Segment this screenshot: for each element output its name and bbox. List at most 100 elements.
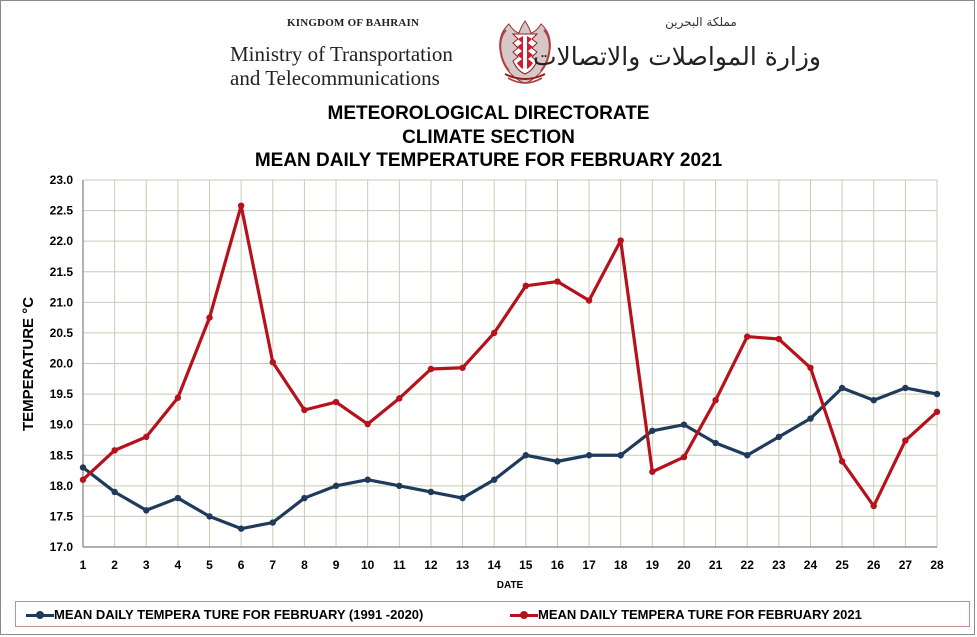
- x-tick-label: 24: [804, 558, 818, 572]
- data-point-2021: [206, 314, 213, 321]
- data-point-normal: [744, 452, 751, 459]
- data-point-normal: [712, 439, 719, 447]
- y-tick-label: 22.5: [50, 204, 74, 218]
- ministry-name: Ministry of Transportation and Telecommu…: [230, 42, 453, 90]
- legend-item-normal: MEAN DAILY TEMPERA TURE FOR FEBRUARY (19…: [26, 606, 424, 624]
- y-tick-label: 19.0: [50, 418, 74, 432]
- data-point-normal: [174, 494, 182, 502]
- x-tick-label: 2: [111, 558, 118, 572]
- data-point-2021: [174, 394, 182, 401]
- y-axis-title: TEMPERATURE °C: [20, 297, 37, 431]
- chart-title: MEAN DAILY TEMPERATURE FOR FEBRUARY 2021: [254, 150, 723, 171]
- legend-label-2021: MEAN DAILY TEMPERA TURE FOR FEBRUARY 202…: [538, 607, 862, 622]
- data-point-2021: [143, 433, 150, 441]
- chart-series-layer: [79, 202, 941, 532]
- x-tick-label: 1: [80, 558, 87, 572]
- legend-label-normal: MEAN DAILY TEMPERA TURE FOR FEBRUARY (19…: [54, 607, 424, 622]
- x-tick-label: 8: [301, 558, 308, 572]
- x-tick-label: 4: [175, 558, 182, 572]
- x-tick-label: 27: [899, 558, 913, 572]
- x-tick-label: 6: [238, 558, 245, 572]
- x-tick-label: 3: [143, 558, 150, 572]
- y-tick-label: 21.5: [50, 265, 74, 279]
- data-point-2021: [111, 447, 118, 454]
- legend-swatch-2021: [510, 611, 538, 619]
- x-tick-label: 5: [206, 558, 213, 572]
- x-tick-label: 12: [424, 558, 438, 572]
- data-point-normal: [490, 476, 498, 483]
- data-point-2021: [269, 359, 276, 366]
- x-tick-label: 16: [551, 558, 565, 572]
- data-point-normal: [396, 482, 403, 490]
- data-point-normal: [680, 421, 688, 428]
- data-point-normal: [206, 513, 213, 520]
- data-point-normal: [427, 488, 435, 496]
- x-tick-label: 28: [930, 558, 944, 572]
- section-title: CLIMATE SECTION: [402, 126, 575, 148]
- x-tick-label: 25: [835, 558, 849, 572]
- y-tick-label: 18.0: [50, 479, 74, 493]
- ministry-header: KINGDOM OF BAHRAIN Ministry of Transport…: [1, 1, 976, 97]
- data-point-2021: [332, 398, 340, 406]
- chart-grid: [82, 179, 938, 548]
- data-point-2021: [838, 458, 846, 465]
- series-line-2021: [81, 204, 939, 508]
- y-tick-label: 17.5: [50, 509, 74, 523]
- data-point-2021: [712, 397, 719, 404]
- data-point-2021: [680, 453, 688, 461]
- data-point-2021: [364, 420, 371, 428]
- data-point-normal: [902, 384, 909, 392]
- y-tick-label: 23.0: [50, 173, 74, 187]
- data-point-normal: [332, 482, 340, 490]
- data-point-normal: [237, 525, 245, 532]
- x-tick-label: 13: [456, 558, 470, 572]
- data-point-normal: [933, 390, 941, 398]
- data-point-2021: [490, 329, 498, 337]
- y-tick-label: 17.0: [50, 540, 74, 554]
- y-tick-label: 21.0: [50, 295, 74, 309]
- data-point-normal: [301, 494, 308, 502]
- data-point-normal: [554, 458, 561, 465]
- arabic-ministry-name: وزارة المواصلات والاتصالات: [532, 42, 821, 71]
- data-point-2021: [459, 364, 466, 371]
- data-point-normal: [364, 476, 371, 483]
- ministry-line-1: Ministry of Transportation: [230, 42, 453, 66]
- x-tick-label: 18: [614, 558, 628, 572]
- data-point-2021: [522, 282, 530, 290]
- arabic-kingdom-label: مملكة البحرين: [665, 15, 737, 29]
- y-tick-label: 18.5: [50, 448, 74, 462]
- directorate-title: METEOROLOGICAL DIRECTORATE: [327, 103, 650, 124]
- data-point-normal: [649, 427, 656, 434]
- x-tick-label: 9: [333, 558, 340, 572]
- data-point-2021: [427, 365, 435, 373]
- chart-axes: 17.0 17.5 18.0 18.5 19.0 19.5 20.0 20.5 21.0 21.5…: [50, 173, 944, 572]
- data-point-normal: [870, 397, 877, 404]
- x-tick-label: 19: [646, 558, 660, 572]
- x-tick-label: 26: [867, 558, 881, 572]
- data-point-2021: [902, 437, 909, 444]
- x-tick-label: 23: [772, 558, 786, 572]
- x-tick-label: 11: [393, 558, 406, 572]
- data-point-2021: [933, 408, 941, 416]
- series-line-normal: [81, 386, 939, 531]
- x-tick-label: 17: [582, 558, 596, 572]
- legend-item-2021: MEAN DAILY TEMPERA TURE FOR FEBRUARY 202…: [510, 606, 862, 624]
- data-point-2021: [554, 278, 561, 285]
- chart-title-block: METEOROLOGICAL DIRECTORATE CLIMATE SECTI…: [1, 102, 976, 173]
- data-point-2021: [775, 335, 783, 343]
- data-point-2021: [79, 476, 87, 483]
- kingdom-label: KINGDOM OF BAHRAIN: [287, 17, 420, 29]
- x-tick-label: 7: [269, 558, 276, 572]
- data-point-2021: [744, 333, 751, 340]
- data-point-2021: [617, 237, 624, 244]
- x-tick-label: 14: [488, 558, 502, 572]
- data-point-normal: [79, 464, 87, 471]
- data-point-normal: [585, 452, 593, 459]
- data-point-2021: [396, 395, 403, 402]
- x-tick-label: 15: [519, 558, 533, 572]
- y-tick-label: 22.0: [50, 234, 74, 248]
- y-tick-label: 19.5: [50, 387, 74, 401]
- data-point-normal: [522, 452, 530, 459]
- data-point-normal: [459, 494, 466, 502]
